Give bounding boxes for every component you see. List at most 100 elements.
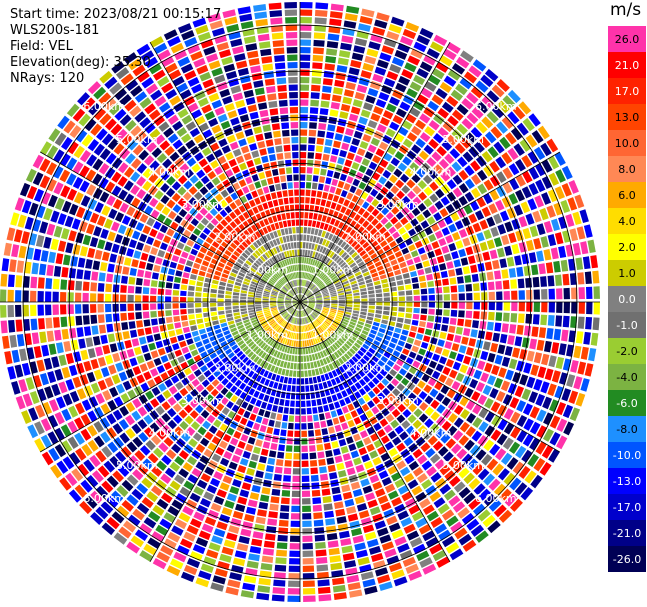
velocity-gate <box>54 427 65 441</box>
velocity-gate <box>270 297 277 300</box>
velocity-gate <box>163 127 174 138</box>
velocity-gate <box>368 294 375 298</box>
velocity-gate <box>104 241 113 252</box>
velocity-gate <box>306 234 310 242</box>
velocity-gate <box>75 206 86 219</box>
velocity-gate <box>236 235 244 243</box>
velocity-gate <box>358 217 366 225</box>
velocity-gate <box>165 316 173 324</box>
velocity-gate <box>312 322 317 328</box>
velocity-gate <box>433 497 446 509</box>
velocity-gate <box>221 546 234 556</box>
velocity-gate <box>399 466 411 477</box>
velocity-gate <box>162 389 172 399</box>
velocity-gate <box>464 439 475 451</box>
velocity-gate <box>302 543 313 550</box>
velocity-gate <box>165 62 178 74</box>
velocity-gate <box>344 285 351 290</box>
velocity-gate <box>475 80 489 93</box>
velocity-gate <box>556 288 563 300</box>
velocity-gate <box>301 318 303 325</box>
velocity-gate <box>548 355 557 368</box>
velocity-gate <box>264 312 271 316</box>
velocity-gate <box>264 261 271 268</box>
velocity-gate <box>311 489 321 497</box>
velocity-gate <box>302 535 313 542</box>
velocity-gate <box>307 306 313 311</box>
velocity-gate <box>240 293 247 297</box>
velocity-gate <box>285 24 298 31</box>
velocity-gate <box>109 386 119 398</box>
velocity-gate <box>334 237 341 244</box>
velocity-gate <box>177 355 186 364</box>
velocity-gate <box>418 390 428 400</box>
velocity-gate <box>206 384 215 393</box>
velocity-gate <box>294 430 300 437</box>
velocity-gate <box>336 64 348 73</box>
velocity-gate <box>216 223 224 231</box>
velocity-gate <box>279 319 285 325</box>
velocity-gate <box>300 122 308 129</box>
velocity-gate <box>307 144 315 152</box>
velocity-gate <box>289 370 293 377</box>
azimuth-spoke <box>299 301 451 563</box>
velocity-gate <box>187 474 199 484</box>
velocity-gate <box>255 399 262 408</box>
velocity-gate <box>511 302 518 312</box>
velocity-gate <box>232 510 244 520</box>
velocity-gate <box>90 293 97 302</box>
velocity-gate <box>83 326 92 337</box>
velocity-gate <box>561 165 573 180</box>
velocity-gate <box>177 186 187 196</box>
velocity-gate <box>305 242 309 249</box>
velocity-gate <box>529 225 539 238</box>
velocity-gate <box>225 306 232 310</box>
velocity-gate <box>458 248 467 258</box>
velocity-gate <box>326 40 339 49</box>
velocity-gate <box>415 517 428 528</box>
velocity-gate <box>263 243 269 251</box>
velocity-gate <box>392 245 400 253</box>
velocity-gate <box>300 370 304 377</box>
velocity-gate <box>345 306 353 310</box>
velocity-gate <box>39 158 51 172</box>
velocity-gate <box>90 511 104 525</box>
azimuth-spoke <box>299 301 561 453</box>
velocity-gate <box>200 365 208 373</box>
velocity-gate <box>347 74 358 83</box>
velocity-gate <box>403 472 415 483</box>
velocity-gate <box>338 357 345 365</box>
velocity-gate <box>362 62 375 72</box>
velocity-gate <box>134 111 147 123</box>
velocity-gate <box>344 560 357 569</box>
velocity-gate <box>351 161 360 170</box>
velocity-gate <box>365 492 376 502</box>
velocity-gate <box>363 326 371 332</box>
velocity-gate <box>279 344 284 352</box>
velocity-gate <box>422 530 435 542</box>
velocity-gate <box>357 261 365 267</box>
velocity-gate <box>503 408 514 420</box>
velocity-gate <box>578 287 585 300</box>
velocity-gate <box>331 486 341 495</box>
velocity-gate <box>72 161 84 174</box>
velocity-gate <box>249 413 257 422</box>
velocity-gate <box>495 448 507 461</box>
velocity-gate <box>342 372 350 380</box>
velocity-gate <box>131 197 141 208</box>
velocity-gate <box>521 154 533 168</box>
velocity-gate <box>394 49 408 60</box>
velocity-gate <box>389 240 397 248</box>
velocity-gate <box>273 350 279 357</box>
velocity-gate <box>422 335 431 343</box>
velocity-gate <box>531 264 539 276</box>
velocity-gate <box>427 100 440 112</box>
velocity-gate <box>164 467 176 478</box>
velocity-gate <box>276 77 287 85</box>
velocity-gate <box>383 306 390 311</box>
velocity-gate <box>230 376 238 384</box>
velocity-gate <box>144 270 152 279</box>
velocity-gate <box>97 379 107 391</box>
velocity-gate <box>262 235 269 243</box>
velocity-gate <box>301 310 304 317</box>
